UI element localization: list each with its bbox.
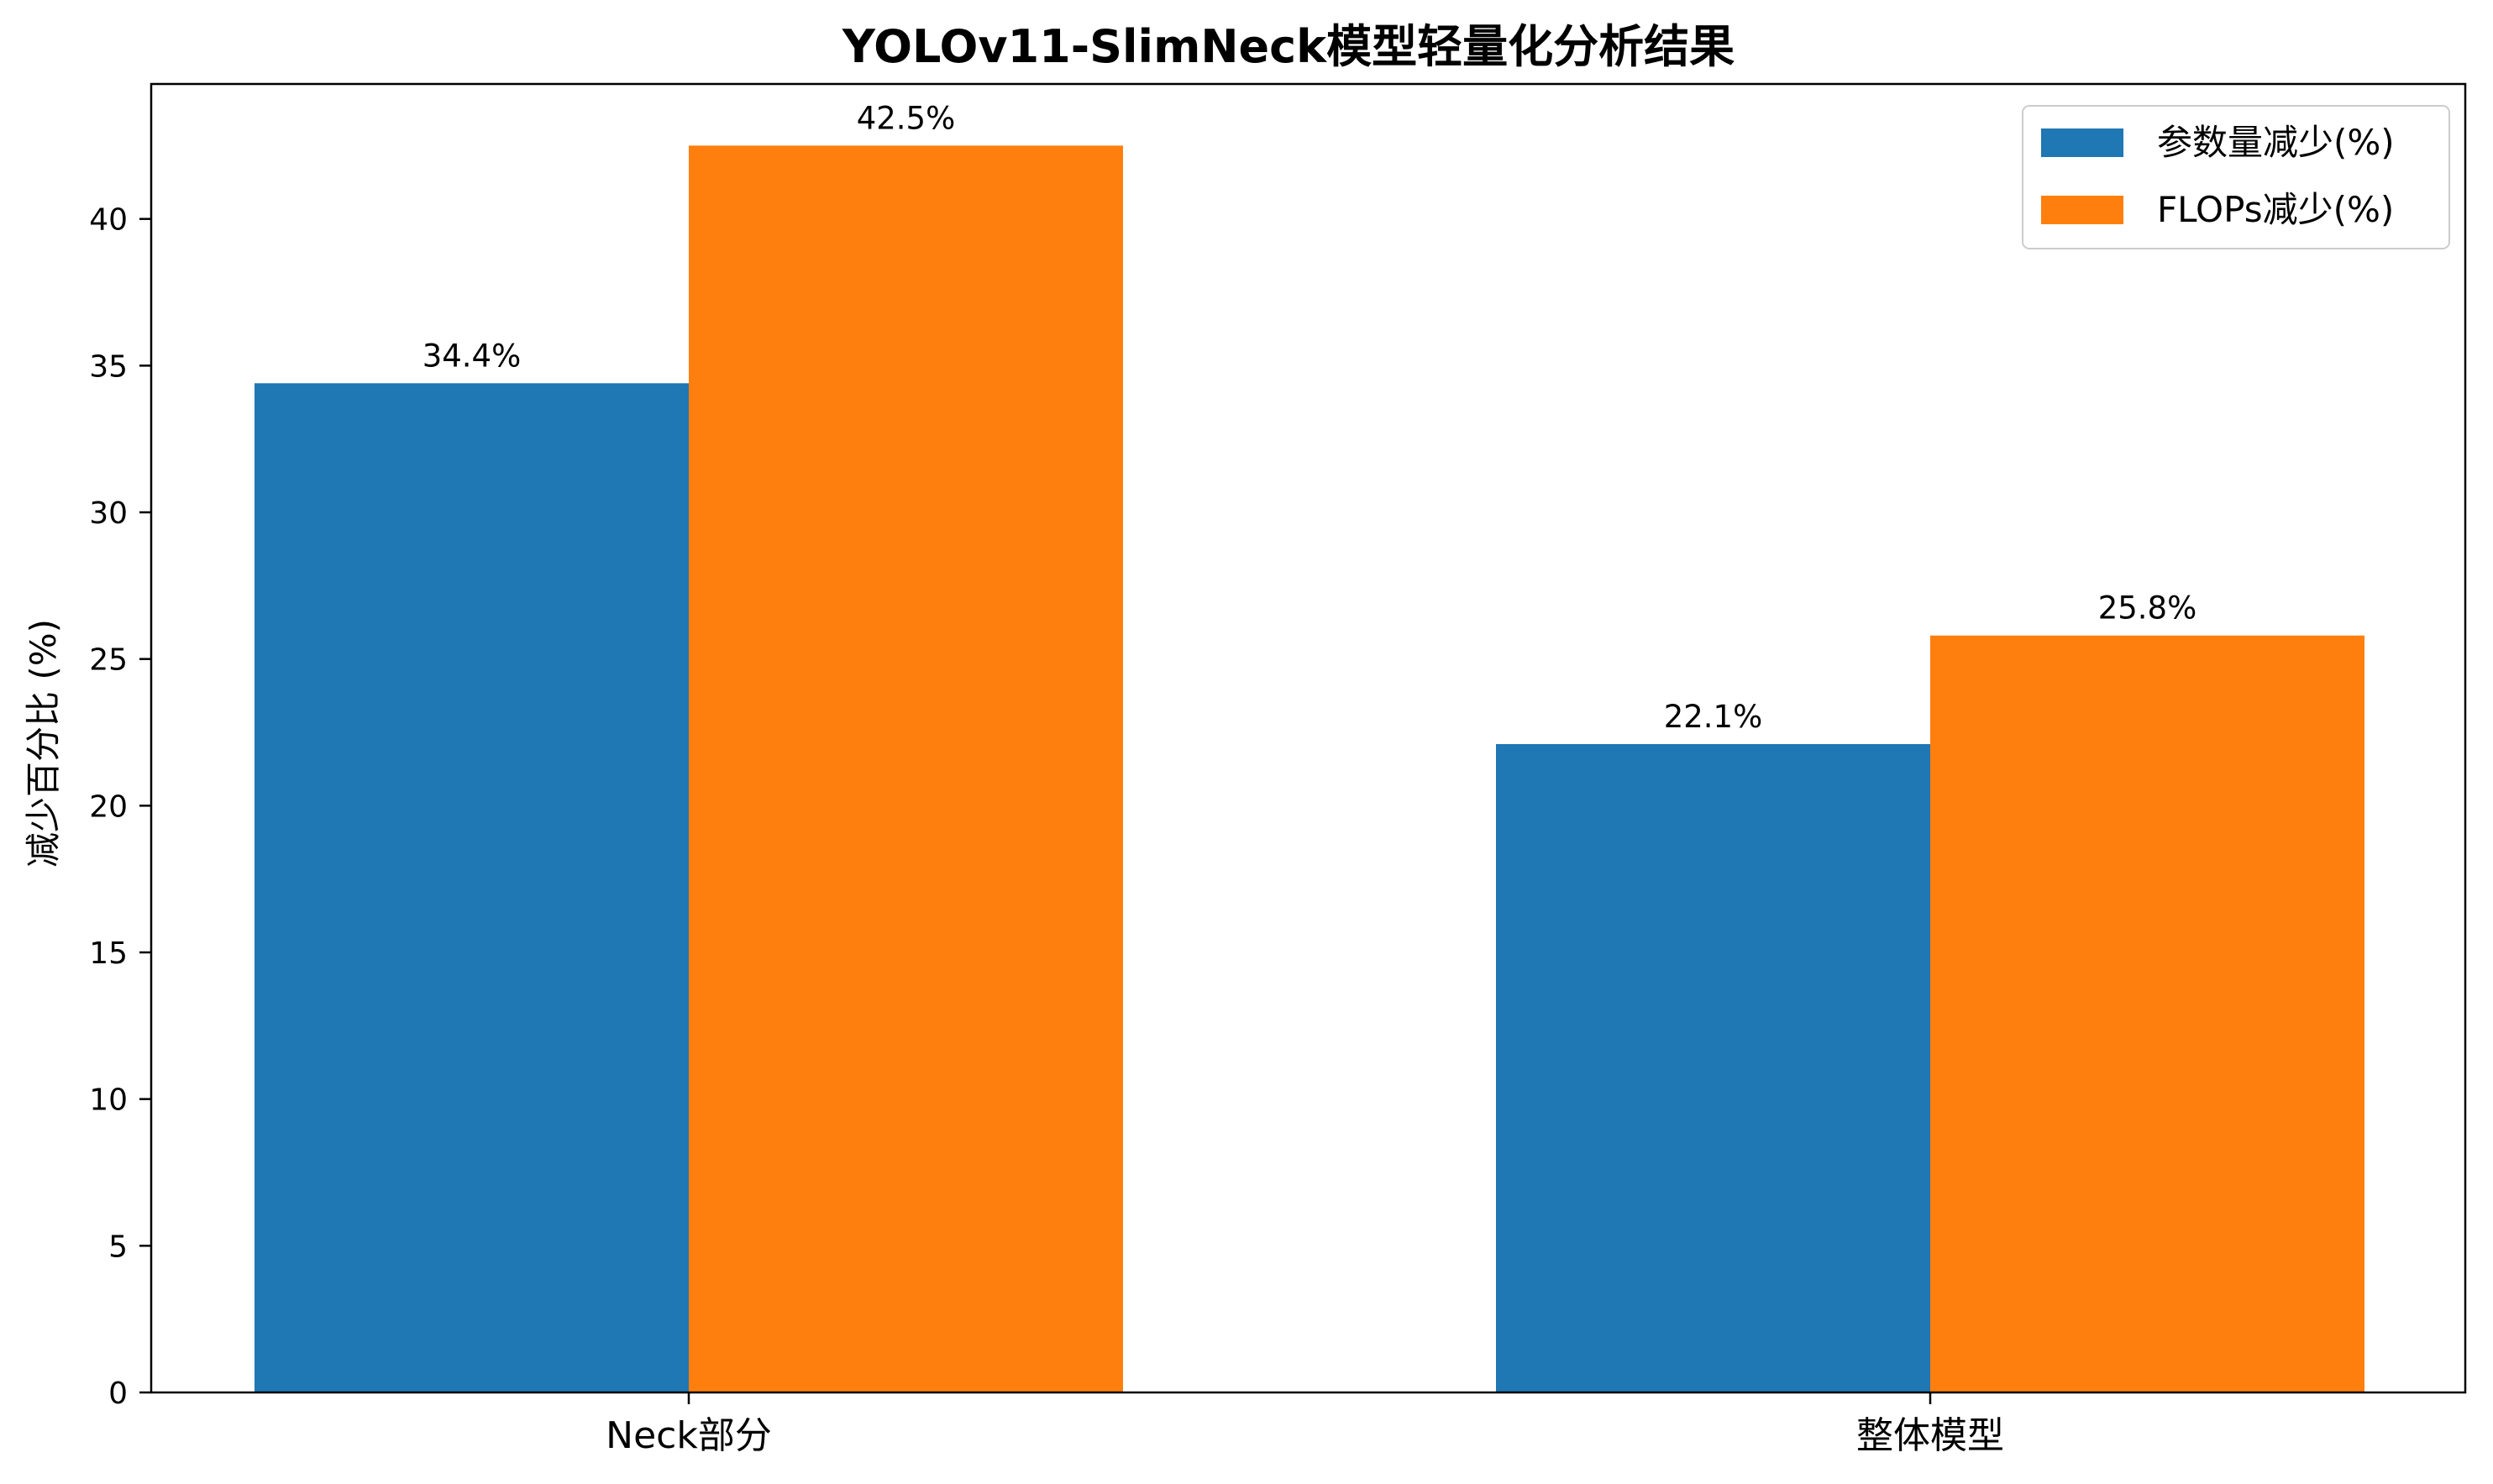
y-tick-label: 20 <box>89 789 128 824</box>
chart-title: YOLOv11-SlimNeck模型轻量化分析结果 <box>842 20 1735 73</box>
legend-swatch-params <box>2041 128 2123 157</box>
legend-box <box>2022 105 2450 249</box>
legend-swatch-flops <box>2041 196 2123 224</box>
bar-series-1-cat-1 <box>1930 635 2364 1392</box>
value-label-series-1-cat-1: 25.8% <box>2098 590 2197 627</box>
bar-series-1-cat-0 <box>689 145 1123 1392</box>
y-tick-label: 15 <box>89 936 128 971</box>
value-label-series-0-cat-0: 34.4% <box>422 338 522 374</box>
x-category-label: 整体模型 <box>1856 1414 2004 1457</box>
y-tick-label: 5 <box>108 1230 128 1264</box>
bars-group <box>255 145 2364 1392</box>
value-label-series-0-cat-1: 22.1% <box>1664 699 1763 735</box>
y-axis-label: 减少百分比 (%) <box>23 619 64 868</box>
y-axis-ticks: 0 5 10 15 20 25 30 35 40 <box>89 203 151 1411</box>
legend-label-flops: FLOPs减少(%) <box>2157 189 2394 230</box>
legend: 参数量减少(%) FLOPs减少(%) <box>2022 105 2450 249</box>
x-axis-ticks: Neck部分 整体模型 <box>606 1392 2004 1457</box>
y-tick-label: 10 <box>89 1083 128 1118</box>
value-label-series-1-cat-0: 42.5% <box>857 100 956 136</box>
value-labels-group: 34.4% 22.1% 42.5% 25.8% <box>422 100 2197 735</box>
plot-area-frame <box>150 82 2467 1394</box>
y-tick-label: 40 <box>89 203 128 238</box>
y-tick-label: 25 <box>89 643 128 678</box>
y-tick-label: 30 <box>89 496 128 531</box>
bar-series-0-cat-1 <box>1496 743 1930 1392</box>
bar-series-0-cat-0 <box>255 383 689 1392</box>
y-tick-label: 35 <box>89 349 128 384</box>
legend-label-params: 参数量减少(%) <box>2157 122 2395 163</box>
y-tick-label: 0 <box>108 1377 128 1411</box>
x-category-label: Neck部分 <box>606 1414 772 1457</box>
